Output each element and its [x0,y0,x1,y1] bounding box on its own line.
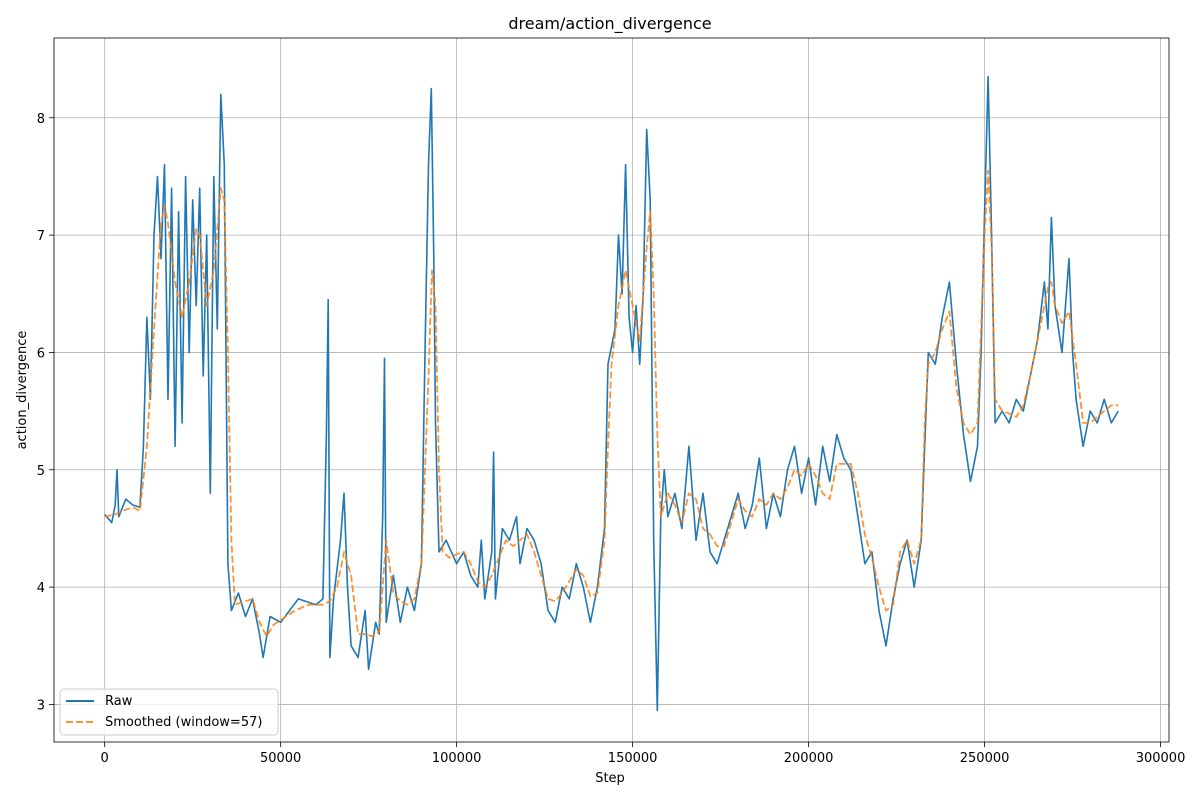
x-tick-label: 250000 [960,751,1010,766]
x-tick-label: 200000 [784,751,834,766]
plot-area [54,38,1169,742]
y-tick-label: 6 [37,346,45,361]
y-tick-label: 7 [37,229,45,244]
series-layer [104,75,1119,712]
x-tick-label: 50000 [260,751,301,766]
y-tick-label: 8 [37,112,45,127]
x-tick-label: 150000 [608,751,658,766]
legend: Raw Smoothed (window=57) [59,688,279,736]
x-tick-label: 0 [101,751,109,766]
x-tick-label: 100000 [432,751,482,766]
y-tick-label: 5 [37,464,45,479]
x-axis-title: Step [595,771,625,786]
axes: 0 50000 100000 150000 200000 250000 300000 3 4 5 6… [37,37,1186,766]
legend-box [59,688,279,736]
y-axis-title: action_divergence [15,331,30,450]
smoothed-series-line [104,169,1119,638]
legend-label-raw: Raw [105,694,133,709]
x-tick-label: 300000 [1136,751,1186,766]
legend-label-smoothed: Smoothed (window=57) [105,715,262,730]
y-tick-label: 3 [37,698,45,713]
y-tick-label: 4 [37,581,45,596]
plot-border [53,37,1170,743]
chart-title: dream/action_divergence [508,14,711,34]
